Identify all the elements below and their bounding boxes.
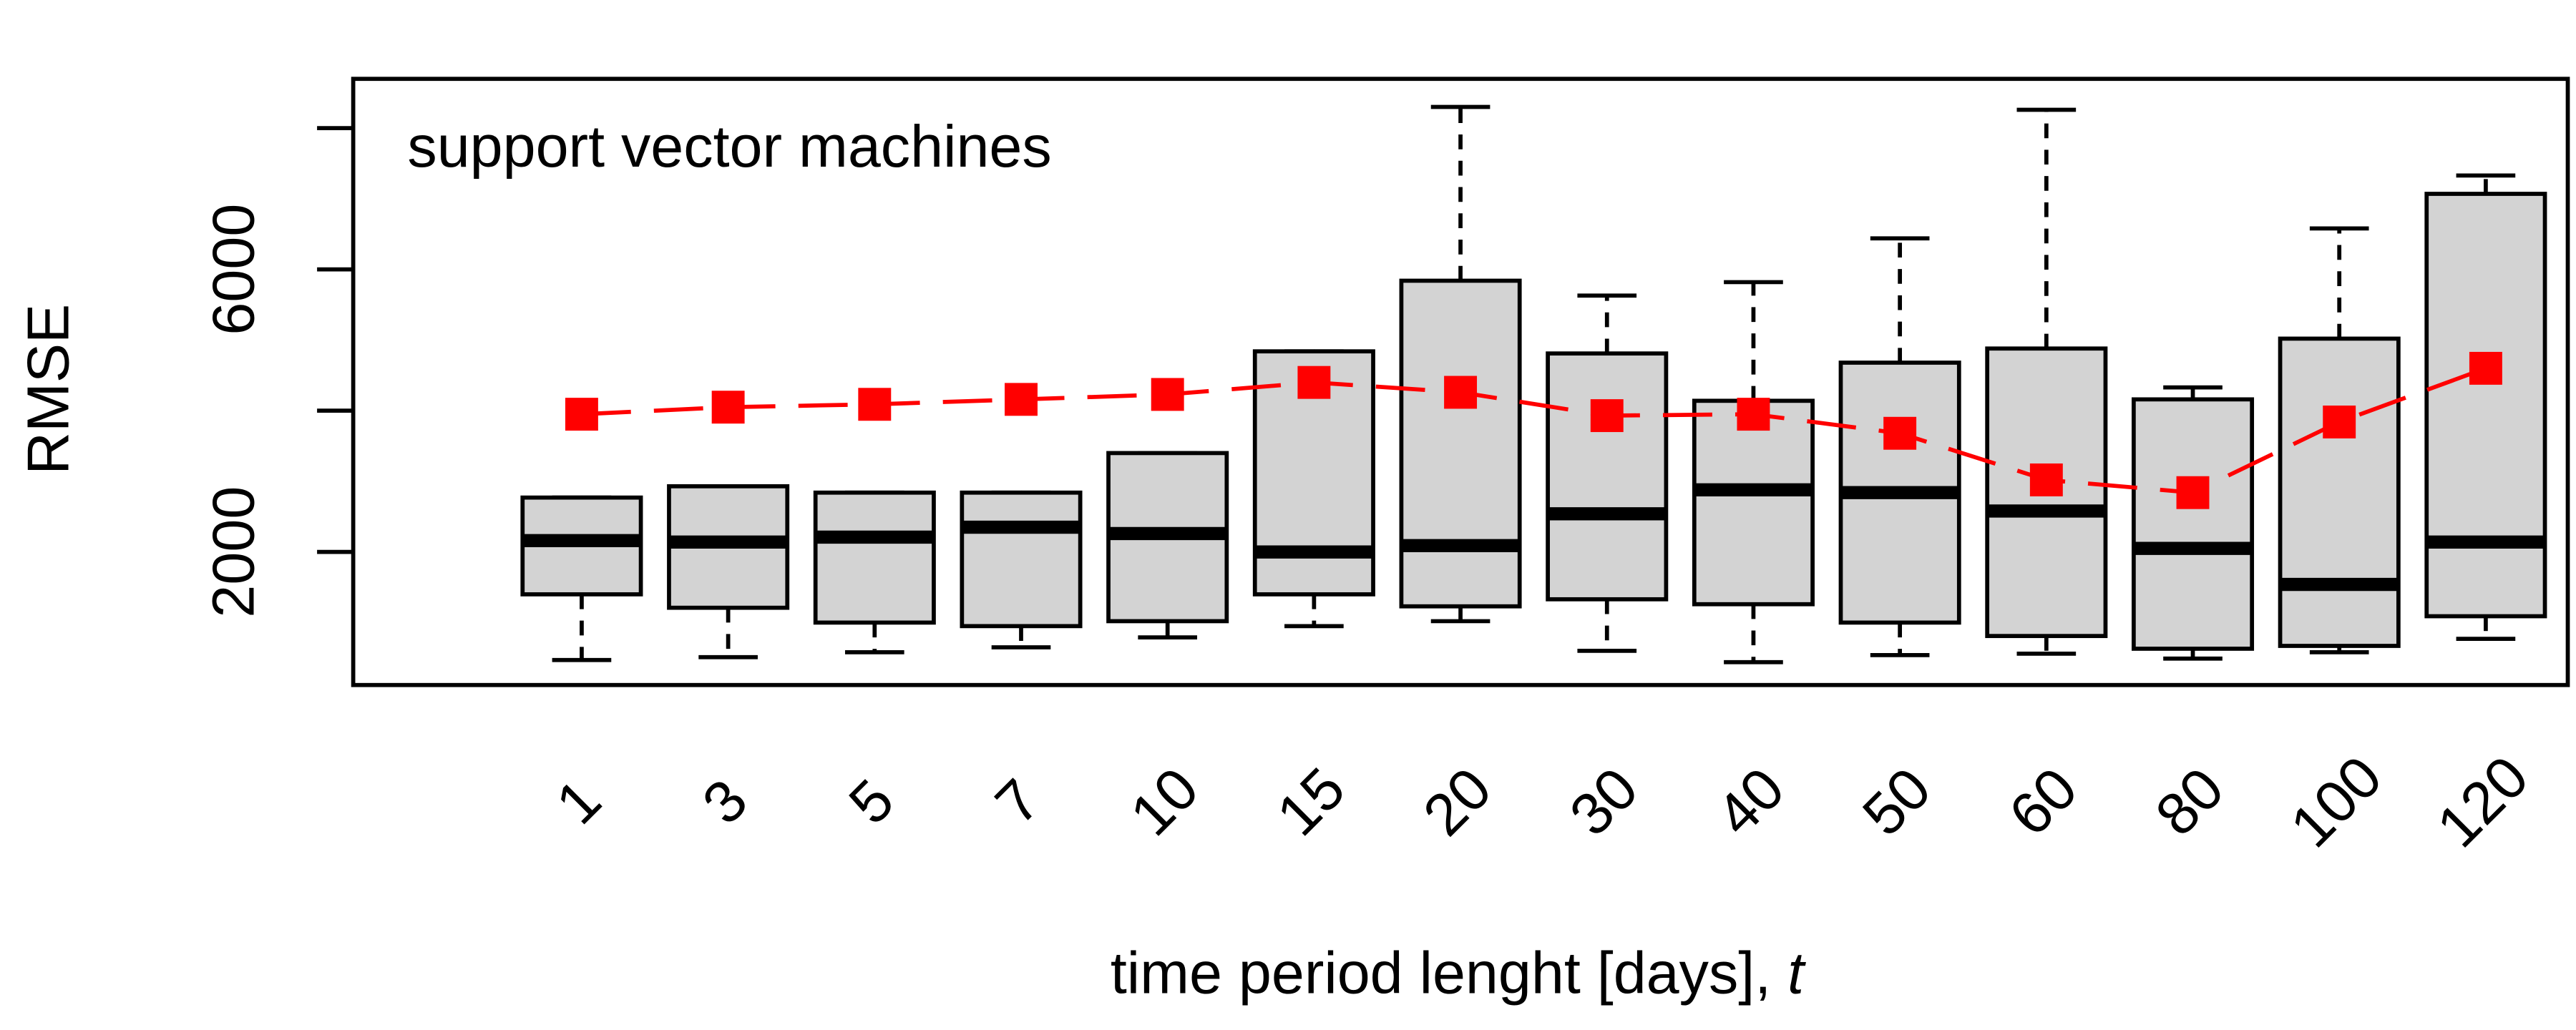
mean-marker <box>1590 399 1624 433</box>
mean-marker <box>1297 366 1331 399</box>
x-tick-label: 40 <box>1703 755 1797 848</box>
box <box>960 490 1083 629</box>
mean-marker <box>1444 376 1478 409</box>
x-tick-label: 20 <box>1410 755 1504 848</box>
x-tick-label: 1 <box>543 766 613 836</box>
x-axis-label: time period lenght [days], t <box>1111 939 1806 1006</box>
x-tick-label: 60 <box>1996 755 2090 848</box>
mean-marker <box>1005 383 1038 416</box>
x-tick-label: 50 <box>1850 755 1943 848</box>
mean-marker <box>2029 463 2063 496</box>
mean-marker <box>858 388 892 421</box>
mean-line <box>581 366 2487 495</box>
x-tick-label: 15 <box>1264 755 1357 848</box>
mean-marker <box>1737 398 1770 431</box>
mean-marker <box>565 398 598 431</box>
y-axis-label: RMSE <box>14 304 81 475</box>
x-tick-label: 100 <box>2278 743 2394 860</box>
mean-marker <box>1151 378 1184 411</box>
x-axis-label-text: time period lenght [days], <box>1111 939 1771 1006</box>
box <box>2278 336 2401 648</box>
mean-marker <box>2323 405 2356 438</box>
box <box>2424 192 2547 619</box>
box <box>1546 351 1669 602</box>
box <box>1692 398 1815 607</box>
mean-marker <box>711 391 745 424</box>
x-tick-label: 5 <box>836 766 906 836</box>
mean-marker <box>2469 351 2502 385</box>
mean-marker <box>1883 416 1917 450</box>
mean-marker <box>2176 476 2210 509</box>
x-tick-label: 7 <box>982 766 1053 836</box>
x-tick-label: 3 <box>690 766 760 836</box>
x-axis-label-symbol: t <box>1787 939 1806 1006</box>
box <box>1399 278 1522 609</box>
plot-frame <box>351 77 2570 687</box>
box <box>2131 397 2255 651</box>
y-tick-label: 6000 <box>200 204 267 335</box>
x-tick-label: 30 <box>1557 755 1651 848</box>
y-tick-label: 2000 <box>200 486 267 618</box>
box <box>813 490 936 625</box>
x-tick-label: 10 <box>1118 755 1211 848</box>
x-tick-label: 120 <box>2424 743 2541 860</box>
annotation: support vector machines <box>407 113 1051 180</box>
x-tick-label: 80 <box>2142 755 2236 848</box>
